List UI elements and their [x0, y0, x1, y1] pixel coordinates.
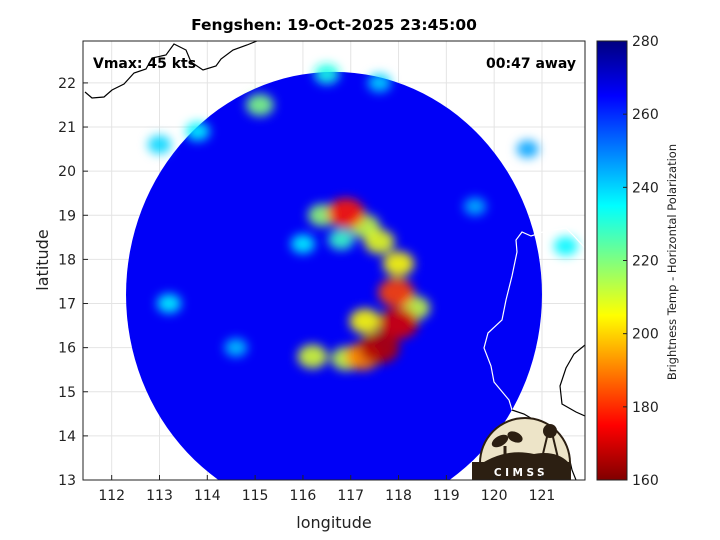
- cimss-logo: CIMSS: [472, 417, 572, 480]
- data-point: [378, 307, 419, 340]
- colorbar-tick-label: 240: [632, 180, 659, 196]
- data-point: [156, 293, 182, 314]
- logo-dish-right: [507, 431, 523, 443]
- x-tick-label: 118: [385, 488, 412, 504]
- data-point: [553, 236, 579, 256]
- x-tick-label: 117: [337, 488, 364, 504]
- data-point: [147, 135, 172, 155]
- x-axis-label: longitude: [296, 513, 371, 532]
- y-tick-label: 17: [58, 297, 76, 313]
- data-point: [314, 64, 340, 85]
- logo-dish-left: [491, 434, 509, 448]
- x-tick-label: 119: [433, 488, 460, 504]
- vmax-annotation: Vmax: 45 kts: [93, 56, 196, 72]
- data-point: [327, 198, 365, 228]
- coastline-east: [559, 344, 585, 417]
- colorbar-tick-label: 220: [632, 254, 659, 270]
- colorbar-tick-label: 160: [632, 473, 659, 489]
- data-point: [516, 140, 539, 158]
- x-tick-label: 114: [194, 488, 221, 504]
- colorbar-tick-label: 260: [632, 107, 659, 123]
- x-tick-label: 113: [146, 488, 173, 504]
- logo-tower-leg-left: [541, 436, 548, 459]
- logo-text: CIMSS: [494, 467, 548, 479]
- x-tick-label: 112: [98, 488, 125, 504]
- colorbar-label: Brightness Temp - Horizontal Polarizatio…: [665, 144, 679, 380]
- y-tick-label: 19: [58, 208, 76, 224]
- data-point: [349, 308, 381, 334]
- data-point: [364, 229, 395, 254]
- swath-features: [147, 64, 579, 371]
- data-point: [297, 344, 328, 369]
- data-point: [224, 338, 248, 357]
- time-offset-annotation: 00:47 away: [486, 56, 576, 72]
- logo-tower-top: [543, 424, 557, 438]
- data-point: [367, 73, 392, 93]
- chart-title: Fengshen: 19-Oct-2025 23:45:00: [191, 16, 477, 34]
- y-tick-label: 22: [58, 76, 76, 92]
- y-tick-label: 14: [58, 429, 76, 445]
- logo-tower-leg-right: [552, 436, 559, 459]
- data-point: [359, 331, 400, 364]
- swath: [126, 64, 579, 480]
- y-tick-label: 20: [58, 164, 76, 180]
- data-point: [382, 251, 415, 277]
- colorbar-tick-label: 180: [632, 400, 659, 416]
- swath-disk: [126, 71, 542, 480]
- colorbar-tick-label: 200: [632, 327, 659, 343]
- data-point: [378, 278, 415, 307]
- x-tick-label: 116: [290, 488, 317, 504]
- data-point: [328, 229, 355, 250]
- data-point: [245, 93, 274, 117]
- x-tick-label: 115: [242, 488, 269, 504]
- data-point: [290, 234, 316, 254]
- colorbar-ticks: 160 180 200 220 240 260 280: [623, 34, 659, 489]
- coastline-island-north: [553, 193, 572, 204]
- coastline-luzon: [483, 227, 585, 411]
- data-point: [463, 197, 487, 216]
- logo-band: [472, 462, 571, 480]
- y-tick-label: 21: [58, 120, 76, 136]
- x-tick-label: 121: [529, 488, 556, 504]
- y-tick-label: 15: [58, 385, 76, 401]
- y-tick-label: 13: [58, 473, 76, 489]
- y-tick-labels: 13 14 15 16 17 18 19 20 21 22: [58, 76, 76, 489]
- y-tick-label: 16: [58, 341, 76, 357]
- tick-marks: [83, 82, 543, 481]
- coastline-island-ne: [575, 215, 580, 224]
- y-axis-label: latitude: [33, 229, 52, 290]
- colorbar: [596, 40, 628, 481]
- plot-frame: [82, 40, 586, 481]
- data-point: [185, 121, 210, 142]
- coastline-china: [84, 41, 258, 99]
- y-tick-label: 18: [58, 252, 76, 268]
- x-tick-labels: 112 113 114 115 116 117 118 119 120 121: [98, 488, 555, 504]
- x-tick-label: 120: [481, 488, 508, 504]
- colorbar-tick-label: 280: [632, 34, 659, 50]
